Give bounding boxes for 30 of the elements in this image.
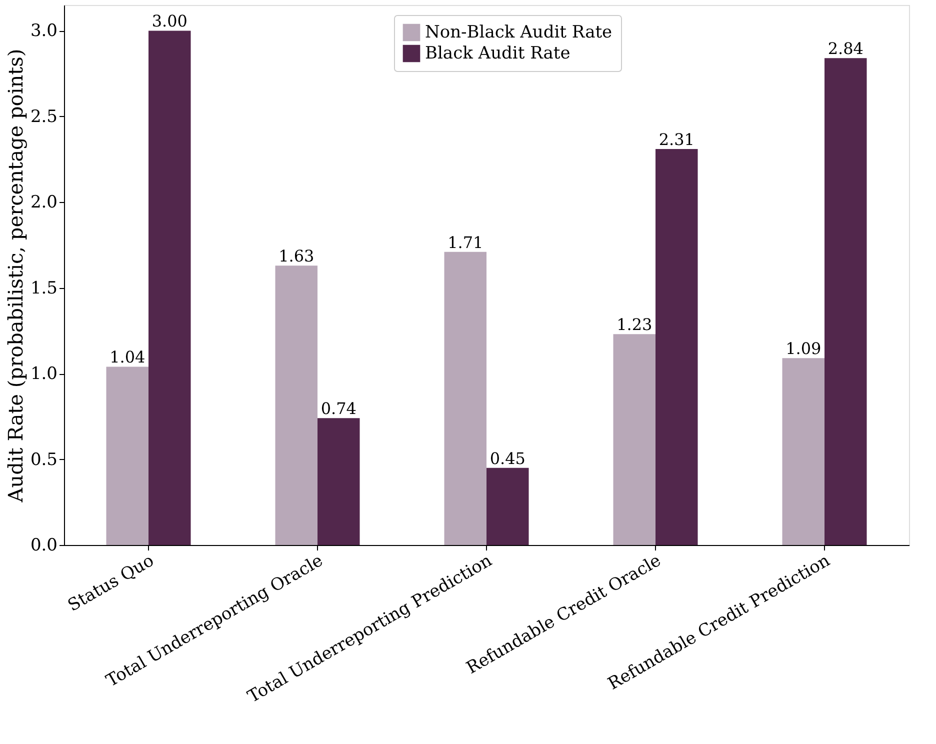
data-label: 0.45 (490, 448, 526, 468)
y-tick-label: 0.5 (30, 450, 58, 470)
bar (318, 418, 360, 545)
bar (486, 468, 529, 545)
data-label: 1.23 (616, 315, 652, 334)
data-label: 1.04 (110, 348, 146, 367)
legend-label: Non-Black Audit Rate (425, 22, 612, 42)
data-label: 2.31 (658, 130, 694, 149)
data-label: 0.74 (320, 399, 356, 418)
y-tick-label: 2.0 (30, 192, 58, 213)
y-tick-label: 0.0 (30, 536, 58, 556)
data-label: 3.00 (152, 12, 188, 31)
y-tick-label: 3.0 (30, 21, 58, 42)
y-tick-label: 1.5 (30, 278, 58, 298)
bar (613, 334, 656, 545)
bar (656, 149, 698, 545)
data-label: 1.09 (786, 339, 822, 358)
bar (106, 366, 148, 545)
bar (782, 358, 824, 545)
y-tick-label: 1.0 (30, 364, 58, 384)
y-axis-title: Audit Rate (probabilistic, percentage points) (3, 48, 28, 504)
data-label: 1.63 (278, 246, 314, 266)
data-label: 1.71 (448, 232, 484, 252)
bar (824, 58, 867, 545)
bar (444, 252, 486, 545)
bar (148, 30, 191, 545)
legend-label: Black Audit Rate (425, 44, 570, 64)
y-tick-label: 2.5 (30, 106, 58, 127)
bar (275, 266, 318, 545)
data-label: 2.84 (828, 39, 864, 58)
